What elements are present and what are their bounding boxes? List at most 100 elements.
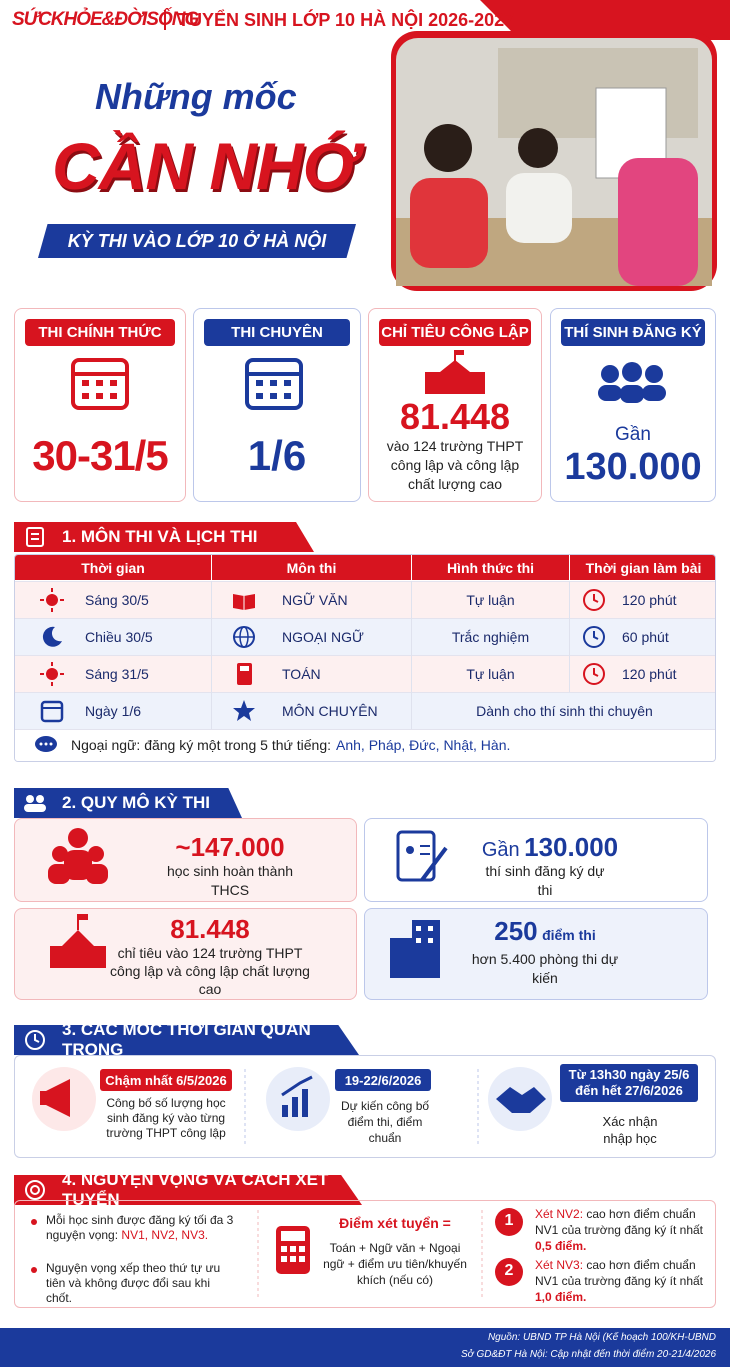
card-label: THI CHUYÊN bbox=[204, 319, 350, 346]
bullet: Nguyện vọng xếp theo thứ tự ưu tiên và k… bbox=[46, 1261, 221, 1305]
scale-text: thí sinh đăng ký dự thi bbox=[485, 863, 605, 898]
rule-text: cao hơn điểm chuẩn NV1 của trường đăng k… bbox=[535, 1207, 703, 1237]
exam-time: Chiều 30/5 bbox=[85, 628, 153, 645]
column-header: Thời gian làm bài bbox=[569, 555, 715, 580]
rule-amount: 1,0 điểm. bbox=[535, 1290, 587, 1304]
exam-time: Sáng 30/5 bbox=[85, 591, 149, 608]
milestone-icons bbox=[32, 1067, 552, 1145]
scale-icons bbox=[48, 828, 448, 978]
card-label: THI CHÍNH THỨC bbox=[25, 319, 175, 346]
rule-label: Xét NV3: bbox=[535, 1258, 584, 1272]
icon bbox=[35, 736, 57, 752]
milestone-date: Từ 13h30 ngày 25/6 đến hết 27/6/2026 bbox=[560, 1064, 698, 1102]
section-icon bbox=[24, 795, 46, 812]
schedule-table: Thời gian Môn thi Hình thức thi Thời gian l… bbox=[14, 554, 716, 762]
card: THÍ SINH ĐĂNG KÝ bbox=[550, 308, 716, 502]
milestone-date: Chậm nhất 6/5/2026 bbox=[100, 1069, 232, 1091]
subject: NGOẠI NGỮ bbox=[211, 618, 411, 655]
brand: SỨCKHỎE&ĐỜISỐNG bbox=[12, 9, 199, 30]
rule: Xét NV3: cao hơn điểm chuẩn NV1 của trườ… bbox=[535, 1257, 705, 1305]
note-label: Ngoại ngữ: đăng ký một trong 5 thứ tiếng… bbox=[71, 737, 332, 753]
section-title: 1. MÔN THI VÀ LỊCH THI bbox=[14, 522, 314, 552]
admission-box bbox=[14, 1200, 716, 1308]
hero-line2: CẦN NHỚ bbox=[52, 129, 358, 203]
hero-banner: KỲ THI VÀO LỚP 10 Ở HÀ NỘI bbox=[38, 224, 356, 258]
icon bbox=[583, 626, 605, 648]
bullet-text: Mỗi học sinh được đăng ký tối đa 3 nguyệ… bbox=[46, 1213, 234, 1242]
exam-time: Sáng 31/5 bbox=[85, 665, 149, 682]
icon bbox=[40, 588, 64, 612]
card-value: 1/6 bbox=[247, 432, 307, 479]
scale-value: 130.000 bbox=[524, 832, 619, 862]
column-header: Môn thi bbox=[211, 555, 411, 580]
icon bbox=[233, 626, 255, 648]
scale-prefix: Gần bbox=[481, 839, 520, 861]
admission-icons bbox=[31, 1208, 523, 1298]
column-header: Thời gian bbox=[15, 555, 211, 580]
scale-value-line: Gần 130.000 bbox=[470, 832, 630, 863]
card: CHỈ TIÊU CÔNG LẬP bbox=[368, 308, 542, 502]
card-label: CHỈ TIÊU CÔNG LẬP bbox=[379, 319, 531, 346]
exam-format: Dành cho thí sinh thi chuyên bbox=[411, 692, 715, 729]
card-label: THÍ SINH ĐĂNG KÝ bbox=[561, 319, 705, 346]
note-langs: Anh, Pháp, Đức, Nhật, Hàn. bbox=[336, 737, 511, 753]
icon bbox=[40, 700, 64, 723]
rule-amount: 0,5 điểm. bbox=[535, 1239, 587, 1253]
icon bbox=[40, 662, 64, 686]
section-icon bbox=[26, 527, 44, 547]
milestone-box bbox=[14, 1055, 716, 1158]
formula: Toán + Ngữ văn + Ngoại ngữ + điểm ưu tiê… bbox=[323, 1241, 467, 1287]
card: THI CHÍNH THỨC bbox=[14, 308, 186, 502]
section-icon bbox=[25, 1180, 45, 1200]
subject: NGỮ VĂN bbox=[211, 581, 411, 618]
icon bbox=[583, 589, 605, 611]
bullet: Mỗi học sinh được đăng ký tối đa 3 nguyệ… bbox=[46, 1213, 256, 1243]
card-note: vào 124 trường THPT công lập và công lập… bbox=[386, 438, 524, 492]
card-value: 30-31/5 bbox=[32, 432, 168, 479]
hero-photo bbox=[391, 31, 717, 291]
column-header: Hình thức thi bbox=[411, 555, 569, 580]
rule-text: cao hơn điểm chuẩn NV1 của trường đăng k… bbox=[535, 1258, 703, 1288]
header-bg bbox=[164, 0, 730, 40]
scale-text: hơn 5.400 phòng thi dự kiến bbox=[471, 951, 619, 986]
card-icons bbox=[71, 350, 666, 410]
table-row bbox=[15, 618, 715, 655]
footer-update: Sở GD&ĐT Hà Nội: Cập nhật đến thời điểm … bbox=[461, 1349, 716, 1360]
rule-label: Xét NV2: bbox=[535, 1207, 584, 1221]
duration: 120 phút bbox=[569, 655, 715, 692]
scale-text: chỉ tiêu vào 124 trường THPT công lập và… bbox=[110, 945, 310, 997]
scale-unit: điểm thi bbox=[542, 927, 596, 943]
subject: MÔN CHUYÊN bbox=[211, 692, 411, 729]
card: THI CHUYÊN bbox=[193, 308, 361, 502]
icon bbox=[233, 594, 255, 610]
duration: 120 phút bbox=[569, 581, 715, 618]
icon bbox=[233, 700, 255, 721]
table-row bbox=[15, 581, 715, 618]
subject: TOÁN bbox=[211, 655, 411, 692]
formula-title: Điểm xét tuyển = bbox=[339, 1215, 451, 1231]
milestone-text: Dự kiến công bố điểm thi, điểm chuẩn bbox=[340, 1099, 430, 1145]
scale-value: ~147.000 bbox=[175, 832, 285, 862]
bullet-highlight: NV1, NV2, NV3. bbox=[121, 1228, 209, 1242]
rule-number: 2 bbox=[504, 1262, 514, 1279]
card-value: 130.000 bbox=[564, 446, 702, 488]
card-prefix: Gần bbox=[615, 424, 651, 445]
note-row bbox=[15, 729, 715, 761]
exam-format: Tự luận bbox=[411, 655, 569, 692]
header-title: TUYỂN SINH LỚP 10 HÀ NỘI 2026-2027 bbox=[178, 10, 515, 30]
icon bbox=[237, 663, 252, 685]
exam-format: Trắc nghiệm bbox=[411, 618, 569, 655]
duration: 60 phút bbox=[569, 618, 715, 655]
section-title: 2. QUY MÔ KỲ THI bbox=[14, 788, 242, 818]
icon bbox=[42, 626, 62, 647]
scale-text: học sinh hoàn thành THCS bbox=[166, 863, 294, 898]
section-title: 3. CÁC MỐC THỜI GIAN QUAN TRỌNG bbox=[14, 1025, 359, 1055]
hero-line1: Những mốc bbox=[95, 76, 297, 117]
section-icon bbox=[25, 1030, 45, 1050]
milestone-text: Xác nhận nhập học bbox=[602, 1114, 658, 1146]
exam-time: Ngày 1/6 bbox=[85, 702, 142, 719]
scale-value: 250 bbox=[494, 916, 538, 946]
rule: Xét NV2: cao hơn điểm chuẩn NV1 của trườ… bbox=[535, 1206, 705, 1254]
milestone-date: 19-22/6/2026 bbox=[335, 1069, 431, 1091]
exam-format: Tự luận bbox=[411, 581, 569, 618]
